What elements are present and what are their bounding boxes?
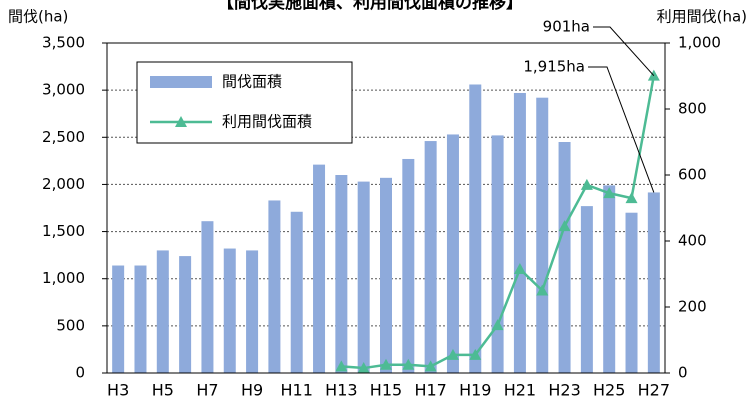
- y-tick-label: 1,500: [42, 222, 85, 240]
- bar: [134, 265, 147, 373]
- x-tick-label: H17: [414, 381, 446, 400]
- annotation-leader: [588, 66, 655, 193]
- line-marker: [513, 263, 526, 275]
- line-marker: [558, 220, 571, 232]
- bar: [513, 92, 526, 373]
- line-marker: [603, 187, 616, 199]
- bar: [625, 212, 638, 373]
- bar: [402, 158, 415, 373]
- x-tick-label: H15: [370, 381, 402, 400]
- y2-tick-label: 800: [678, 100, 707, 118]
- line-marker: [175, 116, 187, 127]
- y2-axis-label: 利用間伐(ha): [657, 8, 747, 26]
- bar: [223, 248, 236, 373]
- bar: [313, 164, 326, 373]
- bar: [268, 200, 281, 373]
- y2-tick-label: 600: [678, 166, 707, 184]
- bar: [246, 250, 259, 373]
- chart-title: 【間伐実施面積、利用間伐面積の推移】: [217, 0, 523, 13]
- bar: [446, 134, 459, 373]
- bar: [335, 175, 348, 373]
- y2-tick-label: 1,000: [678, 34, 721, 52]
- line-marker: [402, 358, 415, 370]
- legend-swatch: [150, 76, 212, 88]
- bar: [647, 192, 660, 373]
- bar: [558, 142, 571, 373]
- bar: [380, 177, 392, 373]
- line-marker: [446, 348, 459, 360]
- x-tick-label: H7: [196, 381, 218, 400]
- bar: [357, 181, 370, 373]
- annotation: 1,915ha: [523, 58, 585, 76]
- bar: [424, 141, 437, 373]
- bar: [179, 256, 192, 373]
- legend-label: 利用間伐面積: [222, 113, 312, 131]
- x-tick-label: H3: [107, 381, 129, 400]
- line-marker: [580, 178, 593, 190]
- bar: [156, 250, 169, 373]
- line-marker: [380, 358, 392, 370]
- line-marker: [625, 192, 638, 204]
- y-tick-label: 0: [75, 364, 85, 382]
- x-tick-label: H23: [548, 381, 580, 400]
- y-tick-label: 2,000: [42, 175, 85, 193]
- bar: [536, 97, 549, 373]
- bar: [603, 185, 616, 373]
- bar: [290, 211, 303, 373]
- line-marker: [335, 360, 348, 372]
- y-tick-label: 1,000: [42, 269, 85, 287]
- bar: [491, 135, 504, 373]
- y-tick-label: 2,500: [42, 128, 85, 146]
- x-tick-label: H27: [638, 381, 670, 400]
- line-marker: [357, 362, 370, 374]
- bar: [469, 84, 482, 373]
- x-tick-label: H19: [459, 381, 491, 400]
- y2-tick-label: 400: [678, 232, 707, 250]
- y-axis-label: 間伐(ha): [8, 8, 68, 26]
- bar: [201, 221, 214, 373]
- y-tick-label: 3,500: [42, 34, 85, 52]
- legend-label: 間伐面積: [222, 73, 282, 91]
- x-tick-label: H21: [504, 381, 536, 400]
- bar: [112, 265, 125, 373]
- y-tick-label: 3,000: [42, 81, 85, 99]
- y-tick-label: 500: [56, 316, 85, 334]
- line-marker: [469, 348, 482, 360]
- x-tick-label: H9: [241, 381, 263, 400]
- x-tick-label: H5: [152, 381, 174, 400]
- plot-frame: [106, 42, 666, 374]
- line-marker: [424, 360, 437, 372]
- bar: [580, 206, 593, 373]
- y2-tick-label: 200: [678, 298, 707, 316]
- x-tick-label: H25: [593, 381, 625, 400]
- line-marker: [536, 284, 549, 296]
- x-tick-label: H11: [281, 381, 313, 400]
- annotation-leader: [593, 26, 655, 77]
- line-marker: [491, 319, 504, 331]
- y2-tick-label: 0: [678, 364, 688, 382]
- x-tick-label: H13: [325, 381, 357, 400]
- annotation: 901ha: [543, 18, 590, 36]
- legend: [136, 61, 353, 144]
